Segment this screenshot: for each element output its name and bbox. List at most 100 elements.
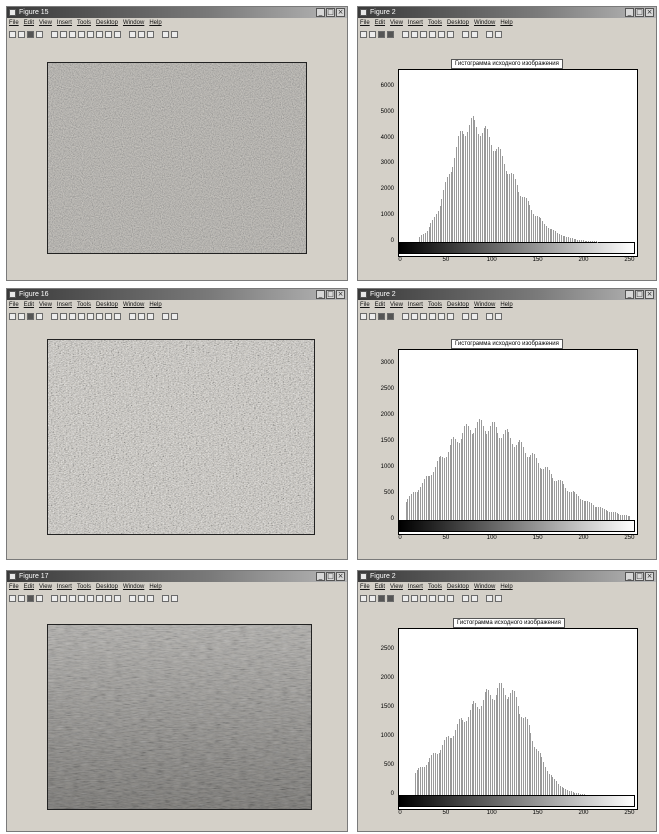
dock-icon[interactable] bbox=[495, 312, 502, 320]
menu-view[interactable]: View bbox=[39, 584, 52, 590]
new-figure-icon[interactable] bbox=[9, 594, 16, 602]
hide-tools-icon[interactable] bbox=[147, 312, 154, 320]
open-file-icon[interactable] bbox=[18, 30, 25, 38]
zoom-in-icon[interactable] bbox=[411, 30, 418, 38]
pan-icon[interactable] bbox=[429, 312, 436, 320]
title-bar[interactable]: Figure 15 _ □ × bbox=[7, 7, 347, 18]
menu-help[interactable]: Help bbox=[149, 584, 162, 590]
menu-tools[interactable]: Tools bbox=[427, 20, 442, 26]
pointer-icon[interactable] bbox=[51, 594, 58, 602]
menu-edit[interactable]: Edit bbox=[23, 584, 35, 590]
menu-help[interactable]: Help bbox=[500, 20, 513, 26]
minimize-icon[interactable]: _ bbox=[625, 8, 634, 17]
rotate-icon[interactable] bbox=[438, 312, 445, 320]
zoom-in-icon[interactable] bbox=[60, 312, 67, 320]
rotate-icon[interactable] bbox=[87, 594, 94, 602]
menu-window[interactable]: Window bbox=[122, 302, 145, 308]
open-file-icon[interactable] bbox=[369, 30, 376, 38]
title-bar[interactable]: Figure 16 _ □ × bbox=[7, 289, 347, 300]
menu-edit[interactable]: Edit bbox=[374, 584, 386, 590]
menu-view[interactable]: View bbox=[390, 20, 403, 26]
open-file-icon[interactable] bbox=[18, 594, 25, 602]
menu-file[interactable]: File bbox=[9, 302, 19, 308]
menu-help[interactable]: Help bbox=[500, 584, 513, 590]
pointer-icon[interactable] bbox=[402, 30, 409, 38]
menu-edit[interactable]: Edit bbox=[23, 20, 35, 26]
pointer-icon[interactable] bbox=[51, 312, 58, 320]
dock-icon[interactable] bbox=[171, 312, 178, 320]
pan-icon[interactable] bbox=[78, 30, 85, 38]
data-cursor-icon[interactable] bbox=[96, 594, 103, 602]
menu-tools[interactable]: Tools bbox=[427, 584, 442, 590]
title-bar[interactable]: Figure 2 _ □ × bbox=[358, 7, 656, 18]
menu-insert[interactable]: Insert bbox=[56, 302, 72, 308]
menu-file[interactable]: File bbox=[9, 584, 19, 590]
pan-icon[interactable] bbox=[429, 30, 436, 38]
minimize-icon[interactable]: _ bbox=[316, 572, 325, 581]
legend-icon[interactable] bbox=[471, 30, 478, 38]
menu-desktop[interactable]: Desktop bbox=[446, 20, 469, 26]
print-icon[interactable] bbox=[36, 594, 43, 602]
close-icon[interactable]: × bbox=[645, 572, 654, 581]
print-icon[interactable] bbox=[387, 312, 394, 320]
hide-tools-icon[interactable] bbox=[147, 30, 154, 38]
menu-edit[interactable]: Edit bbox=[374, 20, 386, 26]
data-cursor-icon[interactable] bbox=[447, 594, 454, 602]
rotate-icon[interactable] bbox=[438, 30, 445, 38]
zoom-in-icon[interactable] bbox=[411, 594, 418, 602]
pointer-icon[interactable] bbox=[51, 30, 58, 38]
menu-view[interactable]: View bbox=[39, 302, 52, 308]
zoom-out-icon[interactable] bbox=[420, 30, 427, 38]
new-figure-icon[interactable] bbox=[360, 594, 367, 602]
open-file-icon[interactable] bbox=[369, 312, 376, 320]
dock-icon[interactable] bbox=[495, 594, 502, 602]
minimize-icon[interactable]: _ bbox=[316, 8, 325, 17]
menu-tools[interactable]: Tools bbox=[76, 20, 91, 26]
data-cursor-icon[interactable] bbox=[96, 312, 103, 320]
menu-desktop[interactable]: Desktop bbox=[95, 302, 118, 308]
maximize-icon[interactable]: □ bbox=[326, 290, 335, 299]
save-icon[interactable] bbox=[378, 312, 385, 320]
menu-window[interactable]: Window bbox=[122, 584, 145, 590]
menu-window[interactable]: Window bbox=[473, 584, 496, 590]
new-figure-icon[interactable] bbox=[9, 312, 16, 320]
zoom-out-icon[interactable] bbox=[420, 312, 427, 320]
save-icon[interactable] bbox=[27, 312, 34, 320]
menu-file[interactable]: File bbox=[360, 302, 370, 308]
menu-view[interactable]: View bbox=[390, 302, 403, 308]
maximize-icon[interactable]: □ bbox=[635, 8, 644, 17]
menu-help[interactable]: Help bbox=[149, 20, 162, 26]
data-cursor-icon[interactable] bbox=[96, 30, 103, 38]
plot-tools-icon[interactable] bbox=[162, 312, 169, 320]
pan-icon[interactable] bbox=[78, 312, 85, 320]
brush-icon[interactable] bbox=[105, 594, 112, 602]
menu-view[interactable]: View bbox=[39, 20, 52, 26]
menu-edit[interactable]: Edit bbox=[374, 302, 386, 308]
legend-icon[interactable] bbox=[471, 594, 478, 602]
close-icon[interactable]: × bbox=[336, 290, 345, 299]
zoom-out-icon[interactable] bbox=[69, 312, 76, 320]
menu-edit[interactable]: Edit bbox=[23, 302, 35, 308]
hide-tools-icon[interactable] bbox=[147, 594, 154, 602]
open-file-icon[interactable] bbox=[369, 594, 376, 602]
print-icon[interactable] bbox=[387, 30, 394, 38]
zoom-out-icon[interactable] bbox=[420, 594, 427, 602]
close-icon[interactable]: × bbox=[336, 8, 345, 17]
data-cursor-icon[interactable] bbox=[447, 312, 454, 320]
close-icon[interactable]: × bbox=[336, 572, 345, 581]
zoom-out-icon[interactable] bbox=[69, 30, 76, 38]
plot-tools-icon[interactable] bbox=[162, 30, 169, 38]
rotate-icon[interactable] bbox=[87, 312, 94, 320]
new-figure-icon[interactable] bbox=[9, 30, 16, 38]
plot-tools-icon[interactable] bbox=[486, 312, 493, 320]
save-icon[interactable] bbox=[378, 594, 385, 602]
save-icon[interactable] bbox=[378, 30, 385, 38]
plot-tools-icon[interactable] bbox=[162, 594, 169, 602]
menu-tools[interactable]: Tools bbox=[427, 302, 442, 308]
menu-insert[interactable]: Insert bbox=[407, 20, 423, 26]
minimize-icon[interactable]: _ bbox=[316, 290, 325, 299]
close-icon[interactable]: × bbox=[645, 8, 654, 17]
menu-window[interactable]: Window bbox=[122, 20, 145, 26]
print-icon[interactable] bbox=[36, 312, 43, 320]
rotate-icon[interactable] bbox=[87, 30, 94, 38]
